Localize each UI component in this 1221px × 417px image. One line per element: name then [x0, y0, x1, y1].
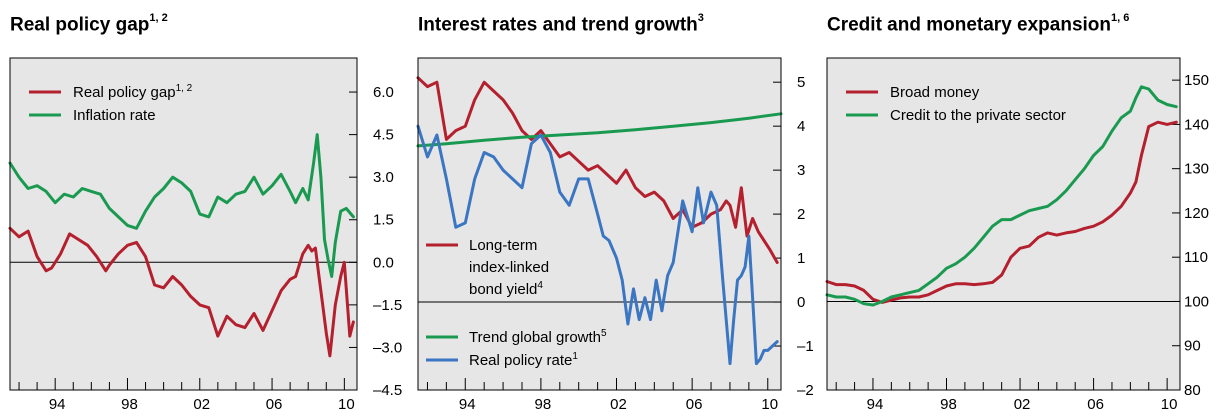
- x-tick-label: 98: [535, 396, 552, 413]
- x-tick-label: 10: [1161, 396, 1178, 413]
- y-tick-label: 2: [797, 206, 805, 223]
- plot-frame: [417, 57, 782, 391]
- x-tick-label: 94: [459, 396, 476, 413]
- y-tick-label: 6.0: [373, 84, 394, 101]
- legend: Broad money Credit to the private sector: [846, 84, 1066, 124]
- y-tick-label: 3.0: [373, 169, 394, 186]
- x-tick-label: 02: [1014, 396, 1031, 413]
- chart-3-title: Credit and monetary expansion1, 6: [827, 12, 1130, 36]
- x-tick-label: 94: [867, 396, 884, 413]
- plot-frame: [826, 57, 1181, 391]
- plot-frame: [9, 57, 358, 391]
- x-tick-label: 98: [121, 396, 138, 413]
- y-tick-label: 80: [1184, 382, 1201, 399]
- y-tick-label: 130: [1184, 161, 1209, 178]
- series-line-2: [825, 85, 1178, 307]
- x-tick-label: 02: [193, 396, 210, 413]
- y-tick-label: –1.5: [373, 297, 402, 314]
- y-tick-label: 1.5: [373, 212, 394, 229]
- y-tick-label: 4.5: [373, 127, 394, 144]
- chart-panel-1: 6.0 4.5 3.0 1.5 0.0 –1.5 –3.0 –4.5 94 98 02 06 10 Rea…: [8, 57, 402, 413]
- plot-background: [827, 58, 1180, 390]
- legend-label: Trend global growth5: [469, 328, 607, 346]
- y-tick-label: –1: [797, 338, 814, 355]
- series-line-3: [416, 124, 779, 366]
- y-tick-label: 140: [1184, 116, 1209, 133]
- series-line-1: [8, 226, 355, 358]
- plot-background: [10, 58, 357, 390]
- legend-label: bond yield4: [469, 280, 543, 298]
- legend-label: Credit to the private sector: [890, 107, 1066, 124]
- y-tick-label: –3.0: [373, 339, 402, 356]
- y-tick-label: 120: [1184, 205, 1209, 222]
- y-tick-label: 110: [1184, 249, 1208, 266]
- y-tick-label: 4: [797, 118, 805, 135]
- chart-2-title: Interest rates and trend growth3: [418, 12, 704, 36]
- x-tick-label: 10: [761, 396, 778, 413]
- x-tick-label: 94: [49, 396, 66, 413]
- y-tick-label: 150: [1184, 72, 1209, 89]
- series-line-2: [416, 112, 783, 148]
- legend-label: Real policy rate1: [469, 351, 578, 369]
- x-tick-label: 06: [1087, 396, 1104, 413]
- y-tick-label: –2: [797, 382, 814, 399]
- legend-label: Broad money: [890, 84, 980, 101]
- series-line-1: [416, 76, 779, 264]
- y-tick-label: –4.5: [373, 382, 402, 399]
- y-tick-label: 90: [1184, 338, 1201, 355]
- chart-1-title: Real policy gap1, 2: [10, 12, 168, 36]
- y-tick-label: 3: [797, 162, 805, 179]
- legend: Long-term index-linked bond yield4 Trend gl…: [426, 237, 607, 369]
- legend-label: Inflation rate: [73, 107, 156, 124]
- y-tick-label: 0.0: [373, 254, 394, 271]
- y-tick-label: 0: [797, 294, 805, 311]
- chart-panel-3: 150 140 130 120 110 100 90 80 94 98 02 06 10 Broad mo…: [825, 57, 1209, 413]
- y-tick-label: 1: [797, 250, 805, 267]
- x-tick-label: 98: [940, 396, 957, 413]
- y-tick-label: 100: [1184, 293, 1209, 310]
- legend-label: Long-term: [469, 237, 537, 254]
- y-tick-label: 5: [797, 74, 805, 91]
- x-tick-label: 06: [686, 396, 703, 413]
- x-tick-label: 06: [266, 396, 283, 413]
- series-line-2: [8, 133, 355, 278]
- legend-label: index-linked: [469, 259, 549, 276]
- legend-label: Real policy gap1, 2: [73, 83, 193, 101]
- x-tick-label: 10: [338, 396, 355, 413]
- legend: Real policy gap1, 2 Inflation rate: [29, 83, 193, 124]
- x-tick-label: 02: [610, 396, 627, 413]
- series-line-1: [825, 120, 1178, 304]
